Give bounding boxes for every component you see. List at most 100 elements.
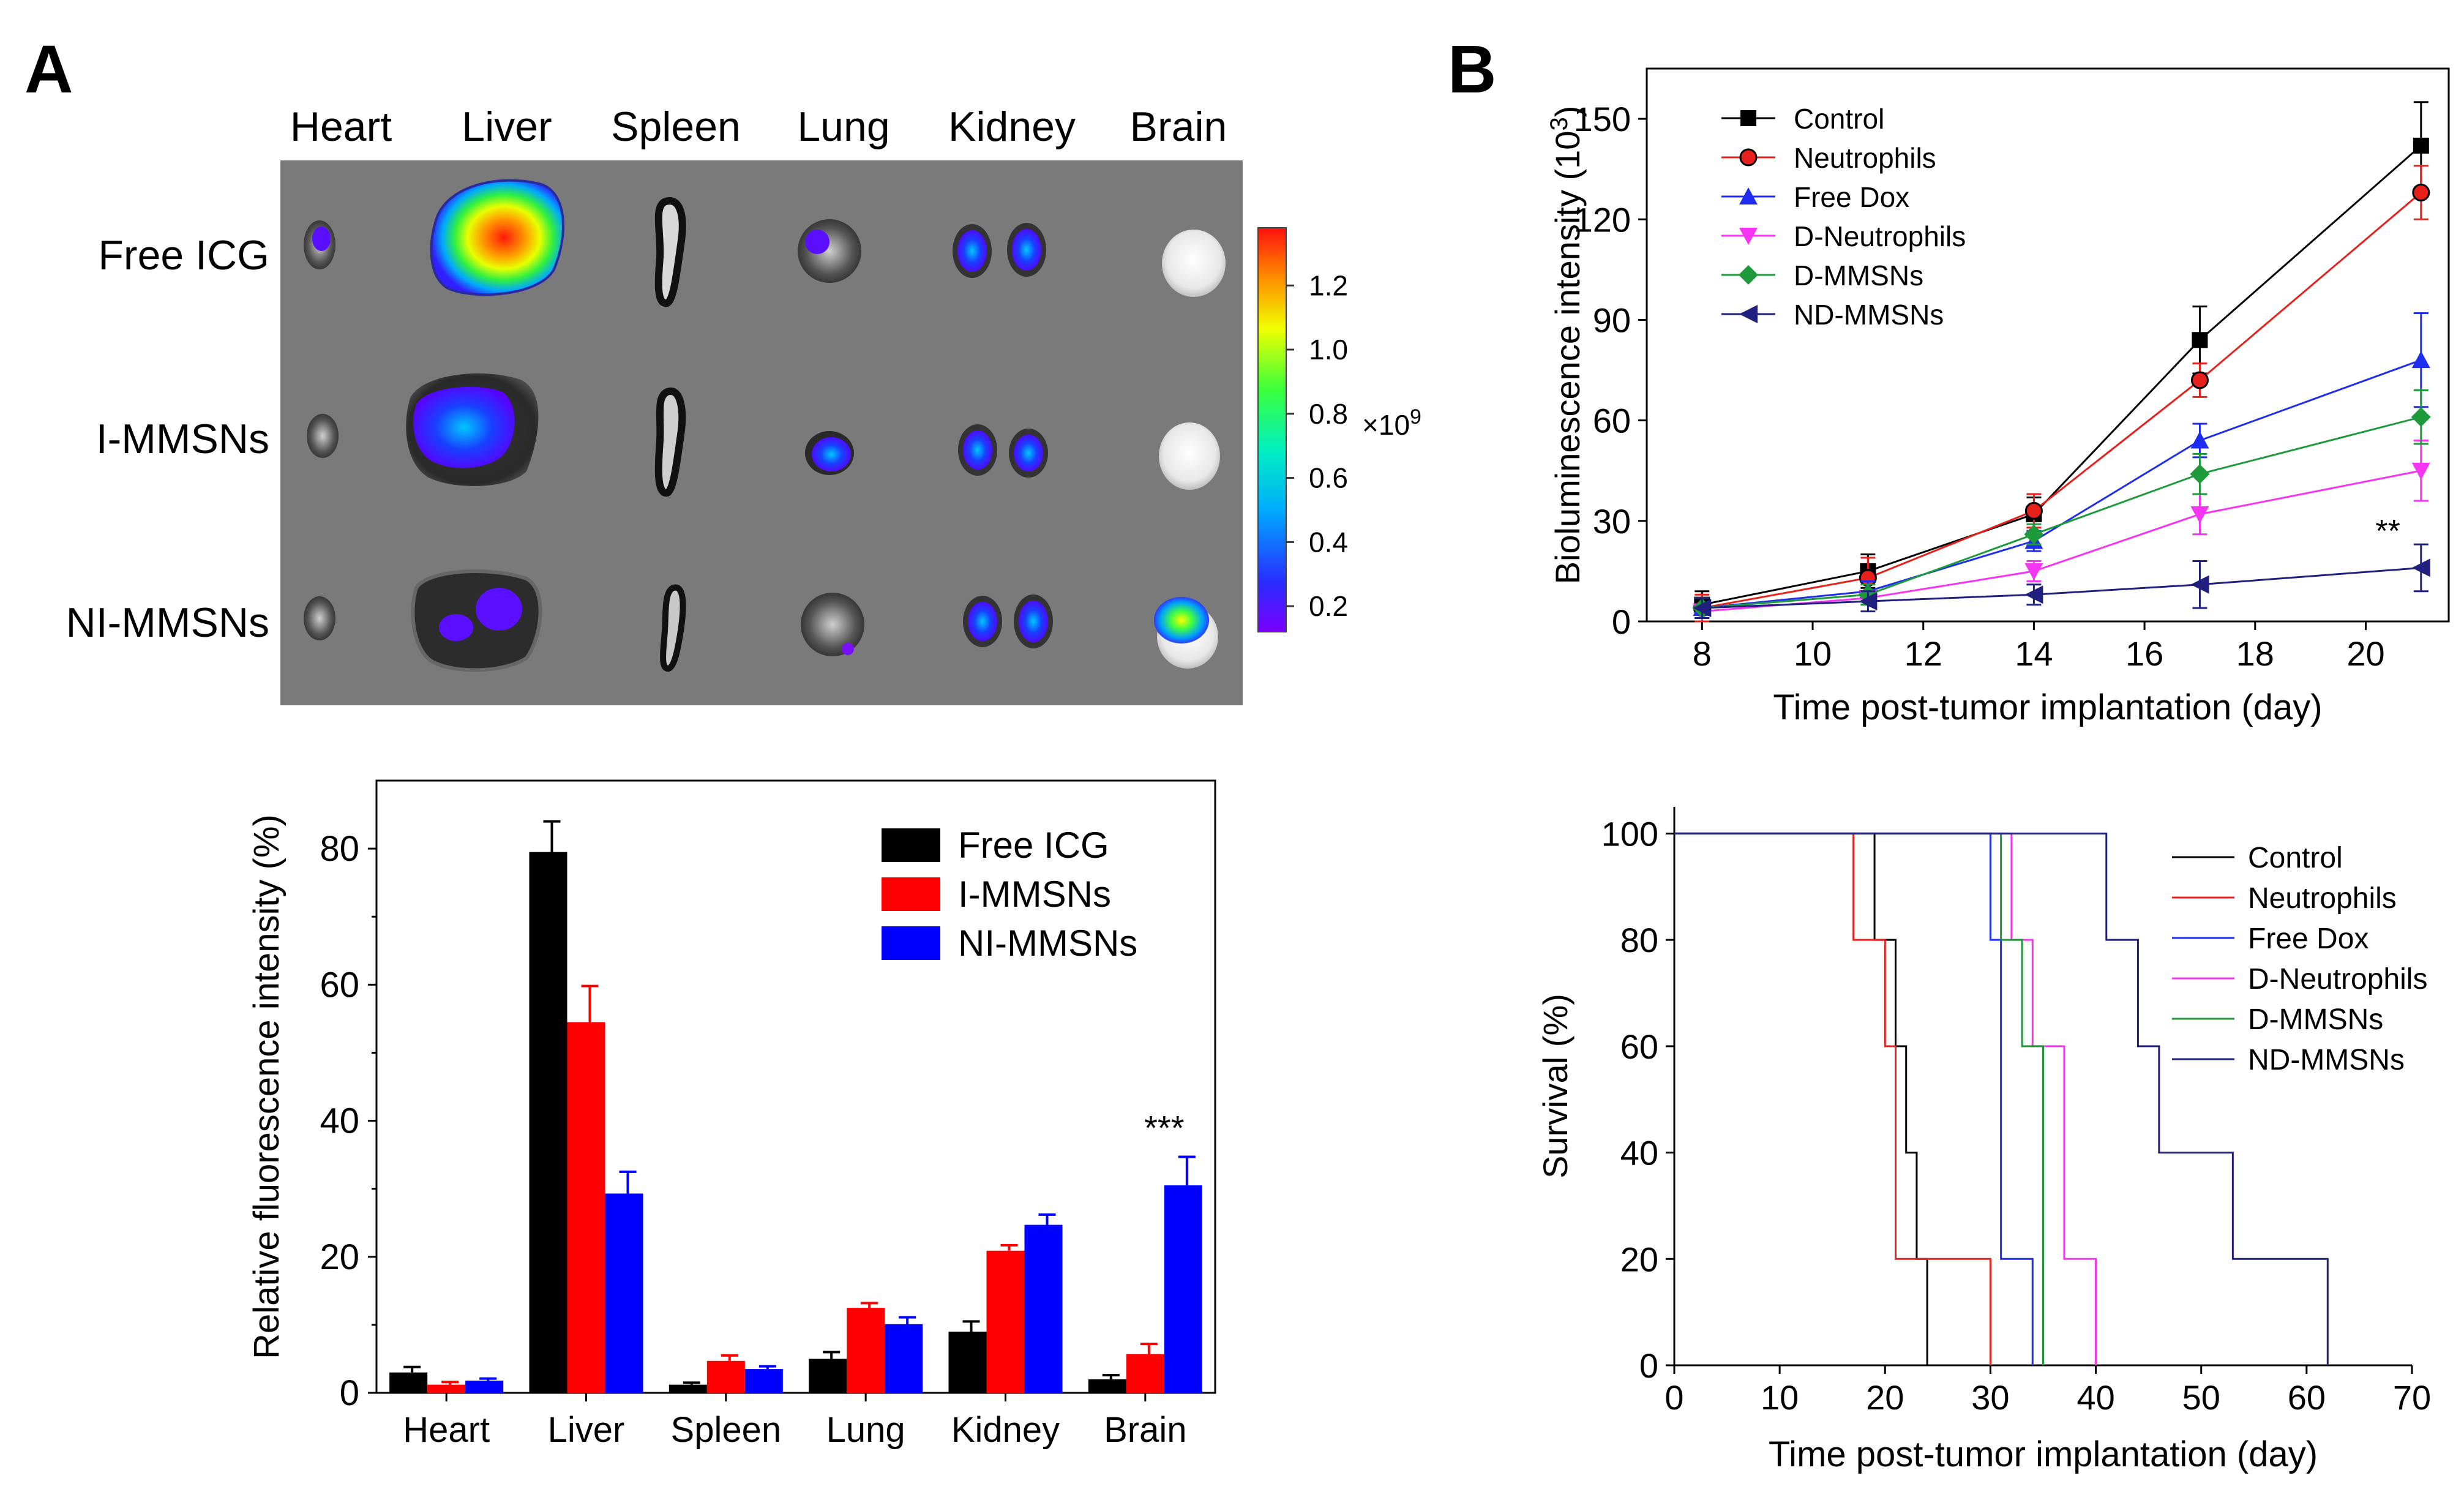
organ-label-liver: Liver [462, 103, 552, 150]
bio-y-axis-label-exponent: 3 [1546, 117, 1573, 130]
bio-y-tick-label: 120 [1574, 200, 1631, 239]
colorbar-multiplier: ×109 [1362, 405, 1421, 441]
organ-label-kidney: Kidney [948, 103, 1076, 150]
panel-label-b: B [1448, 32, 1497, 107]
organ-liver-row1 [430, 179, 564, 296]
bar-y-tick-label: 60 [320, 965, 359, 1005]
bio-x-tick-label: 16 [2125, 634, 2163, 673]
signal-kidney-right-row1 [1012, 229, 1041, 271]
bar [465, 1381, 504, 1393]
bar [948, 1332, 987, 1393]
signal-kidney-left-row2 [963, 430, 992, 470]
bio-data-point [2412, 183, 2430, 201]
bar-x-tick-label: Lung [826, 1410, 905, 1450]
bio-data-point [2190, 464, 2210, 484]
organ-liver-row3 [411, 569, 542, 672]
organ-spleen-row2 [654, 388, 686, 497]
bar [529, 852, 567, 1393]
bio-y-tick-label: 60 [1593, 402, 1631, 440]
bio-legend-marker [1739, 305, 1758, 323]
bar-y-tick-label: 20 [320, 1237, 359, 1277]
bio-x-tick-label: 18 [2236, 634, 2274, 673]
organ-label-heart: Heart [290, 103, 392, 150]
bar-y-tick-label: 40 [320, 1101, 359, 1141]
bio-data-point [2024, 563, 2043, 580]
bio-y-axis-label-base: Bioluminescence intensity (10 [1548, 131, 1587, 585]
bio-significance-annotation: ** [2375, 514, 2400, 549]
colorbar-tick-label: 0.6 [1309, 462, 1348, 494]
bio-series-line [1702, 192, 2422, 609]
bio-data-point [2024, 501, 2043, 520]
surv-y-tick-label: 20 [1620, 1240, 1658, 1278]
bar [567, 1022, 605, 1393]
organ-spleen-row1 [654, 197, 686, 307]
signal-heart-row1 [312, 227, 331, 251]
bio-data-point [2411, 462, 2430, 480]
bio-legend-marker [1739, 148, 1758, 167]
bar [427, 1384, 466, 1393]
bar-plot-frame [375, 779, 1216, 1394]
colorbar-tick-label: 1.0 [1309, 334, 1348, 366]
organ-heart-row2 [307, 414, 339, 458]
panel-label-a: A [24, 32, 73, 107]
bio-data-point [1693, 599, 1712, 618]
colorbar-tick-label: 0.8 [1309, 398, 1348, 430]
surv-legend-label: Free Dox [2248, 923, 2369, 955]
organ-lung-row3 [801, 593, 864, 656]
bio-series-line [1702, 470, 2422, 613]
bar-legend-label: Free ICG [958, 825, 1109, 866]
bar-legend-label: I-MMSNs [958, 874, 1111, 915]
colorbar [1257, 227, 1287, 632]
bio-data-point [2413, 137, 2429, 154]
bar [1126, 1354, 1164, 1393]
colorbar-multiplier-base: ×10 [1362, 409, 1410, 441]
surv-y-tick-label: 80 [1620, 921, 1658, 959]
bar-y-tick-label: 80 [320, 829, 359, 869]
bio-data-point [2024, 585, 2043, 604]
colorbar-tick-label: 0.2 [1309, 590, 1348, 622]
surv-legend-label: D-MMSNs [2248, 1003, 2383, 1036]
bio-series-line [1702, 416, 2422, 609]
surv-x-tick-label: 0 [1665, 1378, 1683, 1417]
organ-heart-row3 [304, 596, 335, 640]
bio-x-tick-label: 20 [2346, 634, 2384, 673]
row-label-ni-mmsns: NI-MMSNs [66, 599, 269, 646]
colorbar-tick-label: 0.4 [1309, 526, 1348, 558]
bio-data-point [2190, 575, 2209, 594]
surv-series-line [1674, 832, 1928, 1365]
bio-legend-label: Free Dox [1794, 181, 1909, 213]
surv-x-tick-label: 50 [2182, 1378, 2220, 1417]
signal-kidney-right-row2 [1014, 435, 1043, 471]
bar [605, 1193, 643, 1393]
bio-series-line [1702, 144, 2422, 606]
bio-y-axis-label: Bioluminescence intensity (103) [1546, 106, 1587, 585]
bioluminescence-chart: 0 30 60 90 120 150 8 10 12 14 16 18 20 Time post-tumo… [1546, 67, 2450, 727]
surv-series-line [1674, 832, 2044, 1365]
bio-legend-marker [1739, 265, 1758, 285]
bar [885, 1324, 923, 1393]
bar-x-tick-label: Liver [548, 1410, 625, 1450]
bio-data-point [2190, 431, 2209, 449]
bio-data-point [2024, 524, 2044, 544]
bio-legend-marker [1740, 110, 1756, 126]
bar-legend-label: NI-MMSNs [958, 923, 1137, 964]
signal-lung-row2 [812, 437, 851, 471]
bio-data-point [2411, 407, 2431, 427]
organ-brain-row2 [1159, 422, 1220, 490]
bio-data-point [2411, 351, 2430, 369]
colorbar-ticks: 1.2 1.0 0.8 0.6 0.4 0.2 [1286, 269, 1348, 622]
bio-y-tick-label: 150 [1574, 100, 1631, 138]
bio-x-tick-label: 8 [1693, 634, 1712, 673]
bio-y-axis-label-close: ) [1548, 106, 1587, 118]
bio-y-tick-label: 30 [1593, 502, 1631, 541]
organ-label-lung: Lung [797, 103, 889, 150]
signal-kidney-left-row1 [957, 230, 987, 272]
bar [1164, 1185, 1202, 1393]
bio-legend-marker [1739, 187, 1758, 204]
bar [809, 1359, 847, 1393]
surv-legend-label: ND-MMSNs [2248, 1044, 2405, 1076]
bio-legend-label: Neutrophils [1794, 142, 1936, 174]
surv-x-tick-label: 30 [1971, 1378, 2009, 1417]
organ-lung-row1 [798, 219, 861, 283]
surv-series-line [1674, 832, 1991, 1365]
